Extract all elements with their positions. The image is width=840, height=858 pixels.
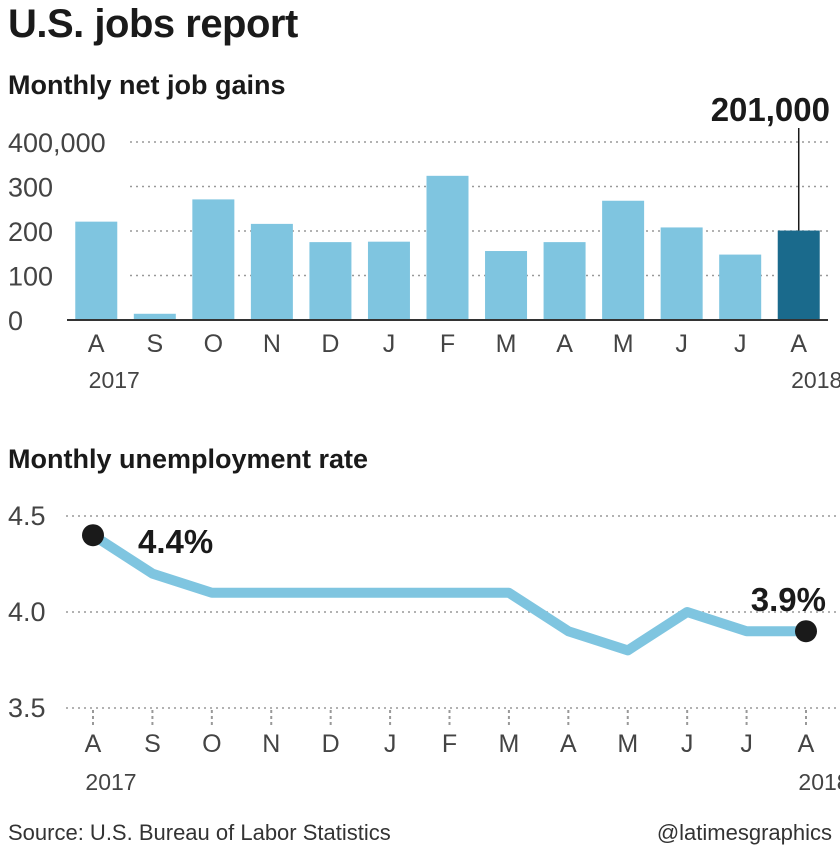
bar-x-tick-label: J (734, 330, 747, 358)
line-x-tick-label: N (262, 730, 280, 758)
bar-y-tick-label: 300 (8, 173, 53, 203)
line-x-tick-label: A (85, 730, 102, 758)
line-year-label: 2017 (85, 769, 136, 795)
line-marker (795, 620, 817, 643)
bar (426, 175, 469, 320)
line-x-tick-label: O (202, 730, 221, 758)
bar (192, 199, 235, 320)
bar-x-tick-label: M (496, 330, 517, 358)
bar (250, 223, 293, 320)
bar (660, 227, 703, 320)
line-x-tick-label: J (681, 730, 694, 758)
line-x-tick-label: J (384, 730, 397, 758)
bar-x-tick-label: D (321, 330, 339, 358)
line-x-tick-label: S (144, 730, 161, 758)
bar-year-label: 2017 (89, 367, 140, 393)
bar-x-tick-label: J (675, 330, 688, 358)
bar (309, 242, 352, 320)
line-chart-title: Monthly unemployment rate (8, 444, 369, 474)
bar-year-label: 2018 (791, 367, 840, 393)
bar-x-tick-label: F (440, 330, 455, 358)
unemployment-line (88, 530, 811, 656)
bar-x-tick-label: S (146, 330, 163, 358)
bar (75, 221, 118, 320)
bar (367, 241, 410, 320)
line-x-tick-label: D (322, 730, 340, 758)
bar-y-tick-label: 100 (8, 262, 53, 292)
line-marker (82, 524, 104, 547)
bar-chart-title: Monthly net job gains (8, 70, 286, 100)
bar-y-tick-label: 200 (8, 217, 53, 247)
page-title: U.S. jobs report (8, 2, 298, 46)
line-y-tick-label: 4.0 (8, 597, 46, 627)
bar-x-tick-label: N (263, 330, 281, 358)
line-annotation-label: 3.9% (751, 581, 826, 618)
source-note: Source: U.S. Bureau of Labor Statistics (8, 820, 391, 845)
line-x-tick-label: J (740, 730, 753, 758)
line-x-tick-label: A (798, 730, 815, 758)
line-x-tick-label: F (442, 730, 457, 758)
bar-y-tick-label: 400,000 (8, 128, 106, 158)
bar-x-tick-label: A (88, 330, 105, 358)
bar (485, 251, 528, 320)
bar (543, 242, 586, 320)
bar-y-tick-label: 0 (8, 306, 23, 336)
bar-x-tick-label: M (613, 330, 634, 358)
bar (719, 254, 762, 320)
line-y-tick-label: 4.5 (8, 501, 46, 531)
bar (777, 230, 820, 320)
line-x-tick-label: M (499, 730, 520, 758)
line-annotation-label: 4.4% (138, 523, 213, 560)
line-year-label: 2018 (798, 769, 840, 795)
credit-note: @latimesgraphics (656, 820, 832, 845)
bar-x-tick-label: A (556, 330, 573, 358)
line-x-tick-label: A (560, 730, 577, 758)
bar (133, 313, 176, 320)
bar (602, 200, 645, 320)
line-y-tick-label: 3.5 (8, 693, 46, 723)
bar-x-tick-label: O (204, 330, 223, 358)
bar-annotation-label: 201,000 (711, 91, 830, 128)
bar-x-tick-label: A (790, 330, 807, 358)
bar-x-tick-label: J (383, 330, 396, 358)
line-x-tick-label: M (617, 730, 638, 758)
